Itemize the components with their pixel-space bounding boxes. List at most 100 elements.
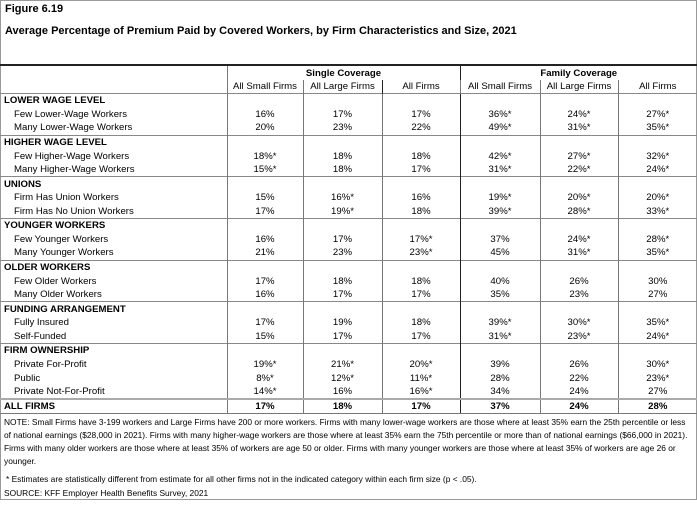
figure-label: Figure 6.19 [5, 3, 64, 15]
value-cell: 26% [539, 357, 619, 372]
section-header-row: FUNDING ARRANGEMENT [0, 301, 697, 316]
value-cell: 36%* [459, 107, 541, 122]
figure-title: Average Percentage of Premium Paid by Co… [5, 25, 517, 37]
empty-cell [459, 301, 541, 316]
table-row: Self-Funded 15% 17% 17% 31%* 23%* 24%* [0, 329, 697, 344]
column-header: All Small Firms [459, 80, 541, 94]
value-cell: 16% [226, 287, 303, 302]
value-cell: 23% [302, 246, 382, 261]
value-cell: 19%* [226, 357, 303, 372]
value-cell: 17% [302, 232, 382, 247]
section-header-row: FIRM OWNERSHIP [0, 343, 697, 358]
value-cell: 26% [539, 274, 619, 288]
value-cell: 24% [539, 398, 619, 415]
empty-cell [617, 93, 697, 108]
table-row: Few Higher-Wage Workers 18%* 18% 18% 42%* 27%… [0, 149, 697, 163]
value-cell: 37% [459, 398, 541, 415]
row-label: Many Younger Workers [14, 247, 114, 259]
value-cell: 40% [459, 274, 541, 288]
empty-cell [459, 176, 541, 191]
empty-cell [539, 93, 619, 108]
value-cell: 23%* [539, 329, 619, 344]
value-cell: 16%* [302, 190, 382, 205]
section-header: OLDER WORKERS [0, 259, 227, 275]
value-cell: 17% [226, 274, 303, 288]
note-text: NOTE: Small Firms have 3-199 workers and… [4, 417, 688, 466]
value-cell: 23% [539, 287, 619, 302]
value-cell: 24% [539, 385, 619, 400]
value-cell: 14%* [226, 385, 303, 400]
value-cell: 30% [617, 274, 697, 288]
value-cell: 16% [381, 190, 461, 205]
row-label: Few Younger Workers [14, 233, 109, 245]
value-cell: 22% [381, 121, 461, 136]
empty-cell [381, 93, 461, 108]
value-cell: 28%* [539, 204, 619, 219]
value-cell: 37% [459, 232, 541, 247]
value-cell: 31%* [539, 246, 619, 261]
section-header-row: HIGHER WAGE LEVEL [0, 134, 697, 150]
value-cell: 27% [617, 287, 697, 302]
empty-cell [381, 259, 461, 275]
value-cell: 31%* [459, 162, 541, 177]
value-cell: 18% [302, 398, 382, 415]
value-cell: 15% [226, 190, 303, 205]
value-cell: 16% [226, 232, 303, 247]
value-cell: 17% [381, 287, 461, 302]
section-header-row: OLDER WORKERS [0, 259, 697, 275]
title-divider [0, 64, 697, 66]
row-label: Many Older Workers [14, 289, 102, 301]
row-label: Few Higher-Wage Workers [14, 150, 130, 162]
empty-cell [381, 343, 461, 358]
empty-cell [302, 218, 382, 233]
value-cell: 27% [617, 385, 697, 400]
empty-cell [302, 134, 382, 150]
table-row: Firm Has Union Workers 15% 16%* 16% 19%* 20%*… [0, 190, 697, 205]
value-cell: 20%* [539, 190, 619, 205]
empty-cell [539, 301, 619, 316]
empty-cell [539, 218, 619, 233]
value-cell: 18% [302, 149, 382, 163]
section-header: FIRM OWNERSHIP [0, 343, 227, 358]
table-row: Public 8%* 12%* 11%* 28% 22% 23%* [0, 371, 697, 386]
value-cell: 12%* [302, 371, 382, 386]
value-cell: 39%* [459, 204, 541, 219]
value-cell: 17% [226, 315, 303, 330]
row-label: Fully Insured [14, 317, 69, 329]
value-cell: 18% [302, 162, 382, 177]
total-label: ALL FIRMS [0, 398, 227, 415]
table-row: Private Not-For-Profit 14%* 16% 16%* 34% 24% 2… [0, 385, 697, 400]
value-cell: 33%* [617, 204, 697, 219]
section-header-row: UNIONS [0, 176, 697, 191]
empty-cell [226, 259, 303, 275]
total-row: ALL FIRMS 17% 18% 17% 37% 24% 28% [0, 398, 697, 415]
value-cell: 19% [302, 315, 382, 330]
value-cell: 18%* [226, 149, 303, 163]
value-cell: 18% [381, 149, 461, 163]
value-cell: 23%* [381, 246, 461, 261]
group-single-coverage: Single Coverage [226, 66, 461, 80]
value-cell: 34% [459, 385, 541, 400]
empty-cell [539, 343, 619, 358]
value-cell: 20%* [381, 357, 461, 372]
table-row: Many Higher-Wage Workers 15%* 18% 17% 31%* 22… [0, 162, 697, 177]
table-row: Few Lower-Wage Workers 16% 17% 17% 36%* 24%* 2… [0, 107, 697, 122]
empty-cell [381, 218, 461, 233]
empty-cell [459, 259, 541, 275]
section-header: UNIONS [0, 176, 227, 191]
value-cell: 24%* [617, 162, 697, 177]
value-cell: 31%* [539, 121, 619, 136]
value-cell: 28%* [617, 232, 697, 247]
value-cell: 39% [459, 357, 541, 372]
value-cell: 24%* [539, 232, 619, 247]
footnote-text: * Estimates are statistically different … [6, 474, 477, 484]
value-cell: 15%* [226, 162, 303, 177]
value-cell: 31%* [459, 329, 541, 344]
empty-cell [459, 134, 541, 150]
empty-cell [226, 301, 303, 316]
value-cell: 15% [226, 329, 303, 344]
value-cell: 28% [617, 398, 697, 415]
value-cell: 21% [226, 246, 303, 261]
empty-cell [226, 134, 303, 150]
value-cell: 17% [381, 107, 461, 122]
